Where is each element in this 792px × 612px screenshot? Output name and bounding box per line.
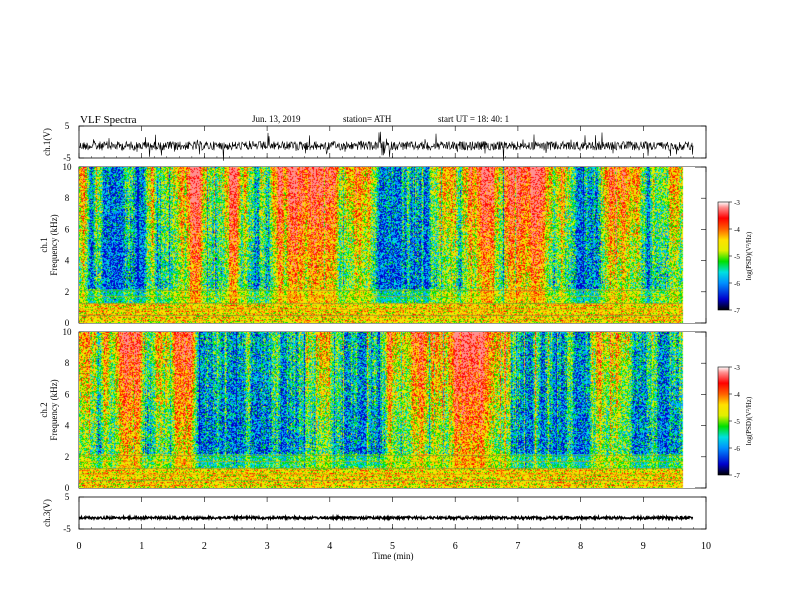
ch2-spectrogram-channel-label: ch.2 xyxy=(39,402,49,417)
ch1-spectrogram-image xyxy=(79,167,695,323)
ch1-spectrogram-ylabel: Frequency (kHz) xyxy=(49,214,59,275)
ch2-spectrogram-colorbar-tick-label: -4 xyxy=(734,391,740,399)
xaxis-tick-label: 8 xyxy=(578,541,583,552)
ch1-spectrogram-colorbar-label: log(PSD)(V²/Hz) xyxy=(745,231,753,280)
ch3-waveform-ylabel: ch.3(V) xyxy=(42,499,52,527)
xaxis-tick-label: 3 xyxy=(265,541,270,552)
ch2-spectrogram-ytick-label: 8 xyxy=(65,358,70,368)
xaxis-tick-label: 7 xyxy=(515,541,520,552)
ch2-spectrogram-image xyxy=(79,332,695,488)
xaxis-tick-label: 2 xyxy=(202,541,207,552)
ch2-spectrogram-ytick-label: 0 xyxy=(65,483,70,493)
ch2-spectrogram-ytick-label: 4 xyxy=(65,421,70,431)
ch2-spectrogram-ylabel: Frequency (kHz) xyxy=(49,379,59,440)
ch2-spectrogram-colorbar-tick-label: -6 xyxy=(734,445,740,453)
ch2-spectrogram-ytick-label: 6 xyxy=(65,389,70,399)
ch1-waveform-trace xyxy=(78,131,694,161)
ch1-spectrogram-ytick-label: 10 xyxy=(63,162,73,172)
start-time-label: start UT = 18: 40: 1 xyxy=(438,114,510,124)
ch1-spectrogram-ytick-label: 2 xyxy=(65,287,70,297)
ch2-spectrogram-colorbar-tick-label: -7 xyxy=(734,472,740,480)
xaxis-tick-label: 5 xyxy=(390,541,395,552)
ch1-spectrogram-colorbar-tick-label: -5 xyxy=(734,253,740,261)
ch2-spectrogram-ytick-label: 10 xyxy=(63,327,73,337)
xaxis-tick-label: 4 xyxy=(327,541,332,552)
ch1-spectrogram-colorbar xyxy=(717,201,730,311)
ch2-spectrogram-colorbar xyxy=(717,366,730,476)
ch1-spectrogram-colorbar-tick-label: -3 xyxy=(734,199,740,207)
ch1-spectrogram-ytick-label: 6 xyxy=(65,224,70,234)
xaxis-tick-label: 1 xyxy=(139,541,144,552)
ch1-spectrogram-colorbar-tick-label: -4 xyxy=(734,226,740,234)
ch1-waveform-ytick-label: 5 xyxy=(65,121,70,131)
ch1-spectrogram-channel-label: ch.1 xyxy=(39,237,49,252)
ch3-waveform-ytick-label: 5 xyxy=(65,492,70,502)
ch2-spectrogram-ytick-label: 2 xyxy=(65,452,70,462)
date-label: Jun. 13, 2019 xyxy=(252,114,301,124)
xaxis-tick-label: 10 xyxy=(701,541,711,552)
xaxis-tick-label: 6 xyxy=(453,541,458,552)
ch1-waveform-ytick-label: -5 xyxy=(63,153,71,163)
ch3-waveform-trace xyxy=(78,513,694,522)
ch1-spectrogram-colorbar-tick-label: -6 xyxy=(734,280,740,288)
ch1-waveform-ylabel: ch.1(V) xyxy=(42,128,52,156)
ch1-spectrogram-ytick-label: 4 xyxy=(65,256,70,266)
ch1-spectrogram-ytick-label: 8 xyxy=(65,193,70,203)
xaxis-tick-label: 0 xyxy=(77,541,82,552)
ch2-spectrogram-colorbar-tick-label: -5 xyxy=(734,418,740,426)
ch1-spectrogram-colorbar-tick-label: -7 xyxy=(734,307,740,315)
xaxis-label: Time (min) xyxy=(373,551,414,561)
ch1-spectrogram-ytick-label: 0 xyxy=(65,318,70,328)
figure-title: VLF Spectra xyxy=(80,114,137,126)
ch2-spectrogram-colorbar-label: log(PSD)(V²/Hz) xyxy=(745,396,753,445)
xaxis-tick-label: 9 xyxy=(641,541,646,552)
ch3-waveform-ytick-label: -5 xyxy=(63,524,71,534)
station-label: station= ATH xyxy=(343,114,392,124)
ch2-spectrogram-colorbar-tick-label: -3 xyxy=(734,364,740,372)
